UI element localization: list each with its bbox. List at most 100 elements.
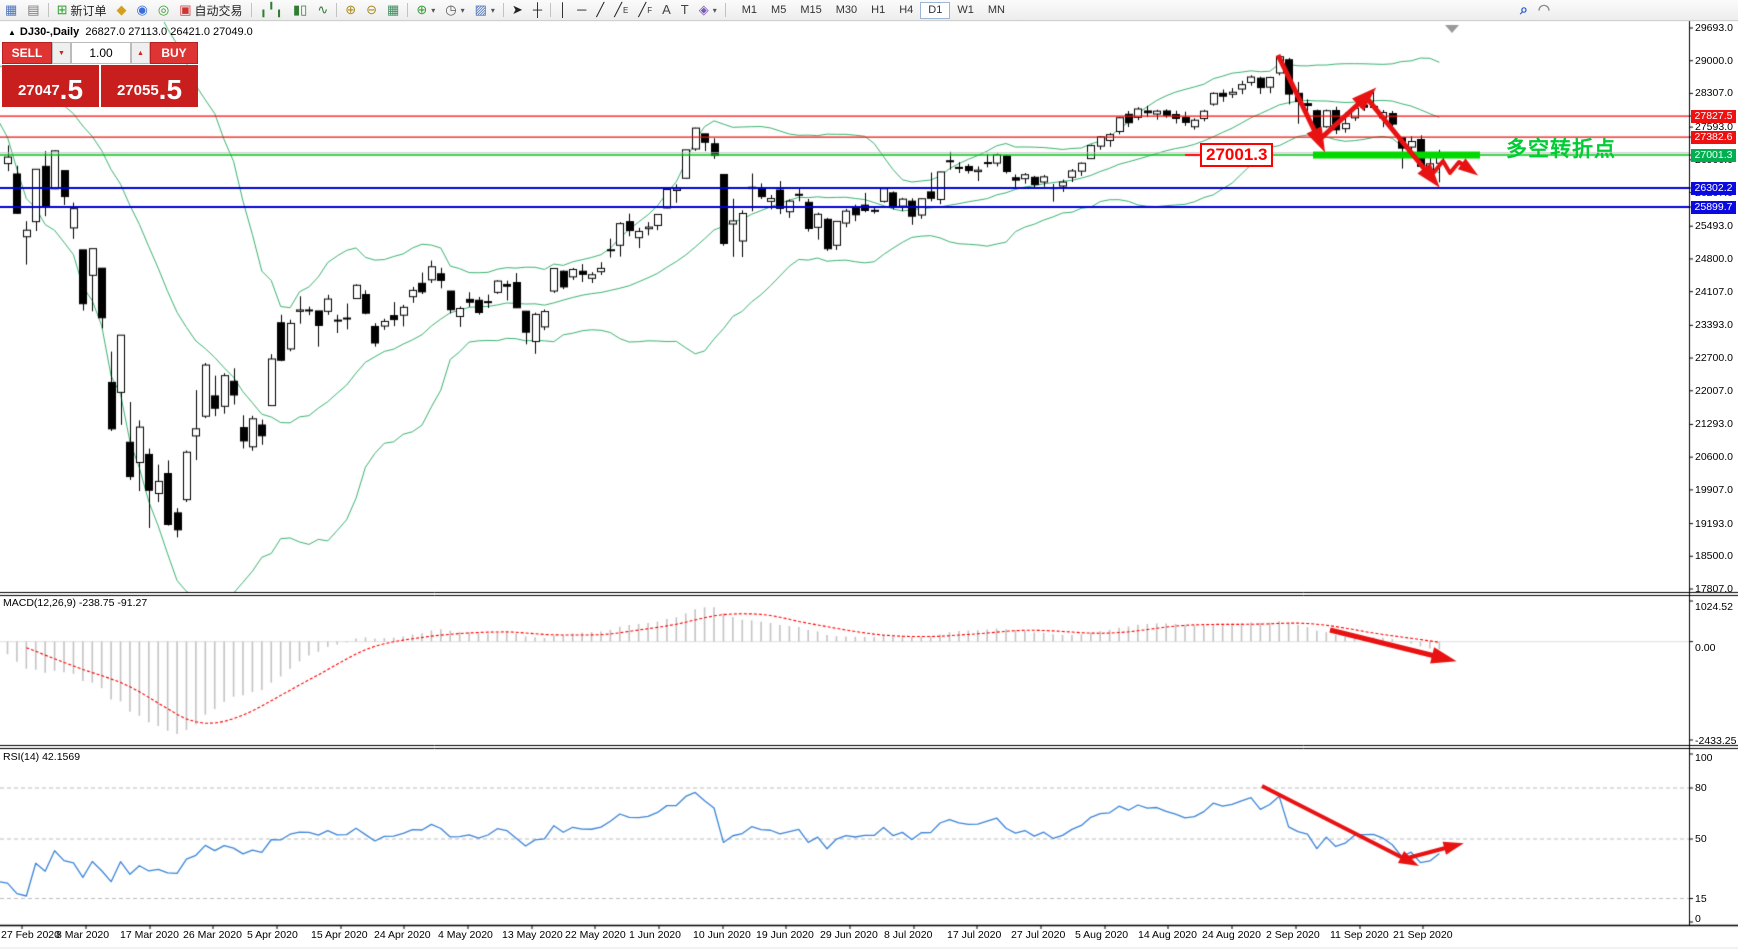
new-order-label: 新订单 (70, 3, 107, 18)
price-tick-label: 28307.0 (1695, 87, 1733, 100)
price-tick-label: 22007.0 (1695, 384, 1733, 397)
line-chart-button[interactable]: ∿ (312, 1, 333, 19)
cursor-button[interactable]: ➤ (507, 1, 528, 19)
zoom-in-icon: ⊕ (345, 2, 357, 17)
templates-button[interactable]: ▨ ▾ (470, 1, 500, 19)
arrows-button[interactable]: ◈ ▾ (694, 1, 722, 19)
price-tick-label: 25493.0 (1695, 220, 1733, 233)
bar-chart-button[interactable]: ╻╹╻ (255, 1, 288, 19)
price-annotation-label[interactable]: 27001.3 (1200, 143, 1274, 167)
toolbar-separator (47, 3, 49, 17)
zoom-in-button[interactable]: ⊕ (340, 1, 361, 19)
price-tick-label: 22700.0 (1695, 352, 1733, 365)
buy-price[interactable]: 27055.5 (101, 65, 198, 107)
volume-decrease-button[interactable]: ▼ (52, 42, 71, 64)
sell-button[interactable]: SELL (2, 42, 52, 64)
timeframe-m30-button[interactable]: M30 (835, 3, 858, 16)
timeframe-h4-button[interactable]: H4 (899, 3, 914, 16)
zoom-out-button[interactable]: ⊖ (361, 1, 382, 19)
tile-windows-icon: ▦ (387, 2, 400, 17)
timeframe-d1-button[interactable]: D1 (920, 1, 951, 19)
trendline-icon: ╱ (596, 2, 605, 17)
date-label: 13 May 2020 (502, 929, 563, 941)
new-chart-button[interactable]: ▦ (0, 1, 22, 19)
toolbar: ▦ ▤ ⊞ 新订单 ◆ ◉ ◎ ▣ 自动交易 ╻╹╻ ▮▯ ∿ ⊕ ⊖ ▦ ⊕ ▾ ◷ ▾ ▨ ▾ ➤ ┼ │ ─ ╱ ╱ E ╱ F A T… (0, 0, 1738, 21)
crosshair-button[interactable]: ┼ (528, 1, 547, 19)
search-icon[interactable]: ⌕ (1520, 1, 1528, 17)
toolbar-separator (407, 3, 409, 17)
fibonacci-button[interactable]: ╱ F (633, 1, 657, 19)
date-label: 21 Sep 2020 (1393, 929, 1453, 941)
timeframe-mn-button[interactable]: MN (987, 3, 1005, 16)
date-label: 24 Aug 2020 (1202, 929, 1261, 941)
volume-increase-button[interactable]: ▲ (131, 42, 150, 64)
chevron-down-icon[interactable]: ▾ (712, 5, 717, 15)
date-label: 17 Jul 2020 (947, 929, 1002, 941)
periods-button[interactable]: ◷ ▾ (440, 1, 469, 19)
community-button[interactable]: ◉ (132, 1, 153, 19)
price-badge: 25899.7 (1691, 200, 1736, 214)
timeframe-m15-button[interactable]: M15 (800, 3, 822, 16)
text-icon: A (662, 2, 671, 17)
trendline-button[interactable]: ╱ (591, 1, 609, 19)
buy-button[interactable]: BUY (150, 42, 198, 64)
rsi-label: RSI(14) 42.1569 (3, 751, 81, 763)
market-button[interactable]: ◆ (112, 1, 132, 19)
candle-chart-button[interactable]: ▮▯ (288, 1, 312, 19)
text-button[interactable]: A (657, 1, 676, 19)
date-label: 27 Jul 2020 (1011, 929, 1066, 941)
channel-button[interactable]: ╱ E (609, 1, 633, 19)
chevron-down-icon[interactable]: ▾ (490, 5, 495, 15)
chat-icon[interactable]: ◠ (1537, 1, 1551, 17)
zoom-out-icon: ⊖ (366, 2, 378, 17)
toolbar-separator (250, 3, 252, 17)
high-value: 27113.0 (128, 26, 168, 38)
rsi-scale-label: 0 (1695, 913, 1701, 925)
chevron-down-icon[interactable]: ▾ (460, 5, 465, 15)
price-tick-label: 20600.0 (1695, 451, 1733, 464)
date-label: 29 Jun 2020 (820, 929, 878, 941)
autotrade-label: 自动交易 (194, 3, 243, 18)
crosshair-icon: ┼ (532, 2, 543, 17)
sell-price[interactable]: 27047.5 (2, 65, 99, 107)
buy-price-main: 27055 (116, 82, 159, 99)
vertical-line-button[interactable]: │ (554, 1, 572, 19)
timeframe-h1-button[interactable]: H1 (871, 3, 886, 16)
date-label: 14 Aug 2020 (1138, 929, 1197, 941)
bar-chart-icon: ╻╹╻ (259, 2, 283, 17)
date-label: 24 Apr 2020 (374, 929, 431, 941)
horizontal-line-button[interactable]: ─ (572, 1, 591, 19)
volume-input[interactable] (71, 42, 131, 64)
indicators-button[interactable]: ⊕ ▾ (411, 1, 440, 19)
autotrade-button[interactable]: ▣ 自动交易 (174, 1, 247, 19)
date-label: 8 Mar 2020 (56, 929, 110, 941)
collapse-icon[interactable]: ▲ (8, 28, 16, 37)
tile-windows-button[interactable]: ▦ (382, 1, 404, 19)
one-click-trade-panel: SELL ▼ ▲ BUY 27047.5 27055.5 (2, 42, 198, 107)
horizontal-line-icon: ─ (577, 2, 587, 17)
timeframe-w1-button[interactable]: W1 (957, 3, 974, 16)
templates-icon: ▨ (474, 2, 487, 17)
price-badge: 27001.3 (1691, 148, 1736, 162)
timeframe-m1-button[interactable]: M1 (741, 3, 758, 16)
label-icon: T (680, 2, 689, 17)
signals-icon: ◎ (157, 2, 170, 17)
timeframe-m5-button[interactable]: M5 (771, 3, 787, 16)
turning-point-annotation-text[interactable]: 多空转折点 (1506, 138, 1616, 161)
community-icon: ◉ (136, 2, 148, 17)
macd-scale-label: -2433.25 (1695, 735, 1737, 747)
rsi-scale-label: 100 (1695, 752, 1713, 764)
label-button[interactable]: T (676, 1, 694, 19)
price-tick-label: 29693.0 (1695, 22, 1733, 34)
signals-button[interactable]: ◎ (153, 1, 174, 19)
new-order-button[interactable]: ⊞ 新订单 (52, 1, 112, 19)
chevron-down-icon[interactable]: ▾ (431, 5, 436, 15)
sell-price-main: 27047 (17, 82, 60, 99)
channel-icon-sub: E (623, 5, 629, 15)
candle-chart-icon: ▮▯ (293, 2, 308, 17)
price-tick-label: 23393.0 (1695, 319, 1733, 332)
profiles-button[interactable]: ▤ (22, 1, 44, 19)
symbol-ohlc-line: ▲ DJ30-,Daily 26827.0 27113.0 26421.0 270… (8, 26, 253, 38)
